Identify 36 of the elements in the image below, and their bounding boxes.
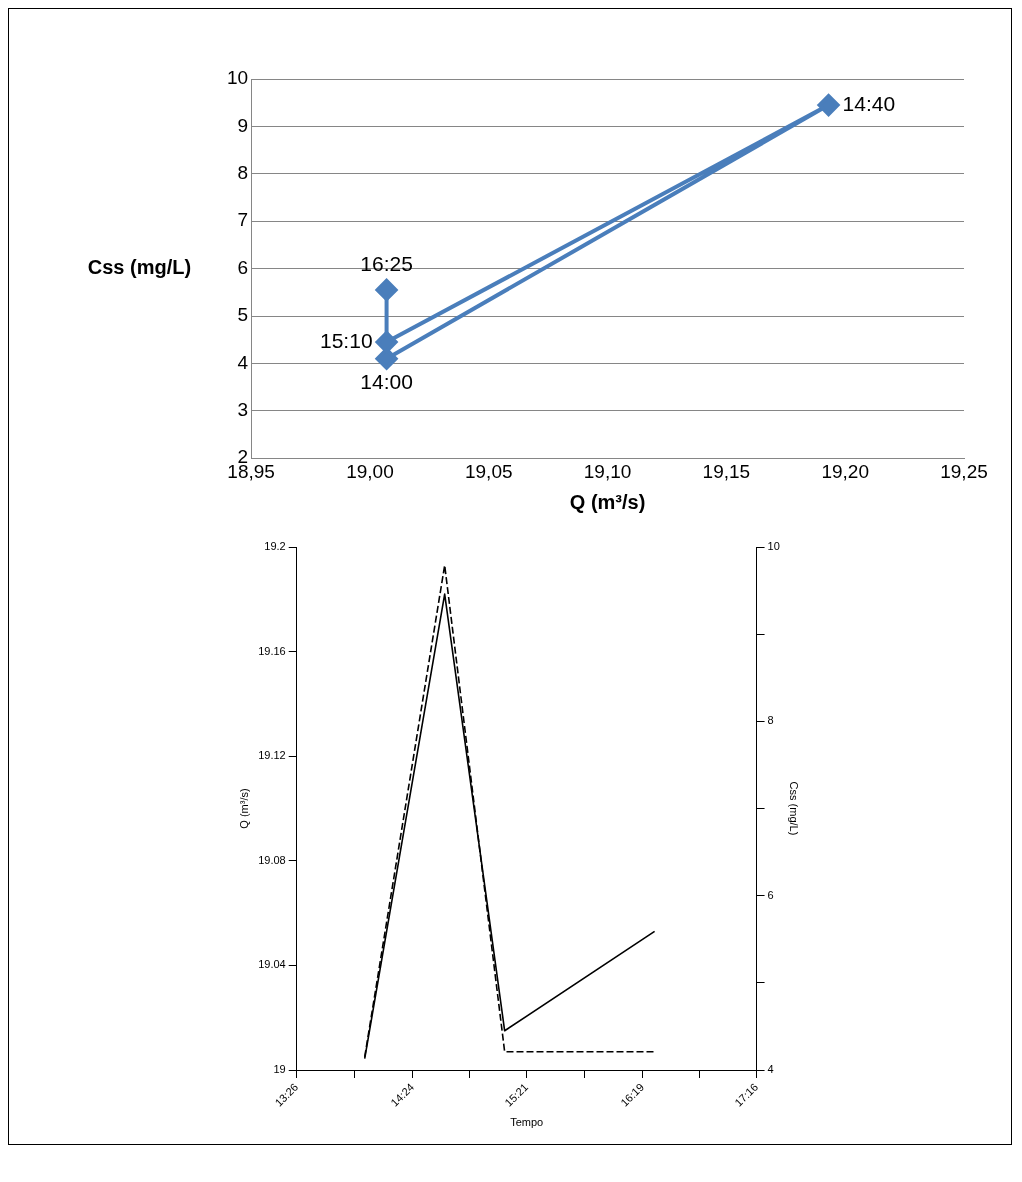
y-tick-label: 19.16 [258, 644, 286, 657]
y-tick-label: 9 [237, 114, 249, 136]
y2-axis-title: Css (mg/L) [788, 781, 801, 836]
x-tick-label: 19,00 [346, 460, 394, 482]
y-tick-label: 19.08 [258, 853, 286, 866]
y-tick-label: 10 [226, 67, 249, 89]
y-tick-label: 19.12 [258, 749, 286, 762]
annotation: 14:00 [360, 369, 413, 393]
point [817, 94, 840, 117]
y-axis-title: Q (m³/s) [237, 788, 250, 829]
y-tick-label: 19.04 [258, 958, 286, 971]
point [375, 278, 398, 301]
y-tick-label: 5 [237, 304, 249, 326]
y2-tick-label: 6 [767, 888, 774, 901]
y-tick-label: 4 [237, 351, 249, 373]
x-tick-label: 19,10 [583, 460, 632, 482]
y2-tick-label: 10 [767, 540, 780, 553]
x-axis-title: Q (m³/s) [569, 490, 646, 513]
x-tick-label: 19,25 [940, 460, 988, 482]
y2-tick-label: 4 [767, 1063, 774, 1076]
annotation: 14:40 [842, 91, 896, 115]
y-tick-label: 19.2 [264, 540, 286, 553]
x-tick-label: 19,05 [464, 460, 513, 482]
y2-tick-label: 8 [767, 714, 774, 727]
point [375, 331, 398, 354]
annotation: 16:25 [360, 252, 413, 276]
y-tick-label: 6 [237, 256, 249, 278]
y-axis-title: Css (mg/L) [87, 256, 192, 279]
x-axis-title: Tempo [510, 1116, 544, 1129]
y-tick-label: 7 [237, 209, 249, 231]
x-tick-label: 19,15 [702, 460, 751, 482]
y-tick-label: 19 [273, 1063, 286, 1076]
y-tick-label: 8 [237, 162, 249, 184]
y-tick-label: 3 [237, 399, 249, 421]
x-tick-label: 19,20 [821, 460, 869, 482]
annotation: 15:10 [320, 328, 373, 352]
